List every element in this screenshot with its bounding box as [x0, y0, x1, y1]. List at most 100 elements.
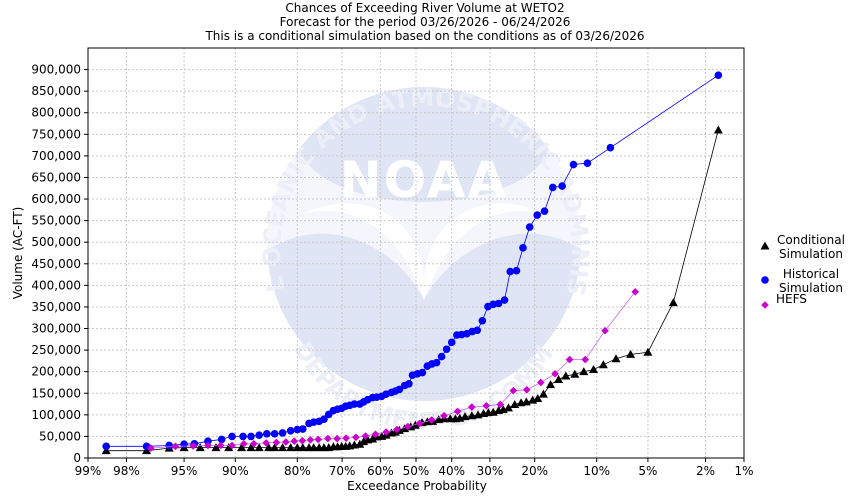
x-tick-label: 95% — [171, 464, 198, 478]
legend-item-hefs: HEFS — [761, 292, 807, 309]
data-point-historical-simulation — [270, 430, 279, 438]
data-point-conditional-simulation — [713, 125, 723, 134]
data-point-historical-simulation — [540, 207, 549, 215]
data-point-hefs — [314, 435, 323, 444]
data-point-hefs — [581, 355, 590, 364]
y-tick-label: 800,000 — [31, 106, 81, 120]
legend-marker-conditional-simulation — [760, 241, 770, 250]
data-point-hefs — [171, 442, 180, 451]
data-point-historical-simulation — [217, 435, 226, 444]
y-tick-label: 850,000 — [31, 84, 81, 98]
data-point-conditional-simulation — [626, 349, 636, 358]
data-point-historical-simulation — [278, 429, 287, 437]
data-point-hefs — [393, 425, 401, 434]
x-tick-label: 1% — [734, 464, 753, 478]
data-point-conditional-simulation — [538, 389, 548, 398]
data-point-conditional-simulation — [368, 434, 378, 443]
data-point-conditional-simulation — [211, 443, 221, 452]
data-point-conditional-simulation — [503, 403, 513, 412]
y-tick-label: 250,000 — [31, 343, 81, 357]
y-tick-label: 400,000 — [31, 278, 81, 292]
series-layer — [101, 71, 723, 455]
data-point-historical-simulation — [714, 71, 723, 79]
data-point-conditional-simulation — [270, 443, 280, 452]
data-point-historical-simulation — [180, 440, 188, 448]
data-point-historical-simulation — [558, 182, 566, 190]
data-point-conditional-simulation — [246, 443, 256, 452]
data-point-historical-simulation — [533, 211, 542, 219]
chart-subtitle-period: Forecast for the period 03/26/2026 - 06/… — [280, 15, 571, 29]
data-point-hefs — [333, 434, 341, 443]
y-tick-label: 300,000 — [31, 322, 81, 336]
data-point-conditional-simulation — [460, 412, 470, 421]
data-point-conditional-simulation — [237, 443, 247, 452]
data-point-historical-simulation — [395, 385, 404, 394]
data-point-hefs — [298, 436, 307, 445]
x-tick-label: 98% — [113, 464, 140, 478]
data-point-historical-simulation — [447, 338, 456, 347]
data-point-conditional-simulation — [598, 360, 608, 369]
y-axis-label: Volume (AC-FT) — [11, 207, 25, 300]
data-point-conditional-simulation — [195, 443, 205, 452]
data-point-hefs — [189, 442, 197, 450]
data-point-conditional-simulation — [298, 443, 308, 452]
chart-subtitle-conditions: This is a conditional simulation based o… — [204, 29, 644, 43]
y-tick-label: 500,000 — [31, 235, 81, 249]
noaa-logo-text: NOAA — [340, 151, 508, 209]
data-point-conditional-simulation — [286, 443, 296, 452]
data-point-hefs — [537, 378, 545, 387]
data-point-hefs — [382, 428, 390, 436]
x-tick-label: 99% — [75, 464, 102, 478]
data-point-conditional-simulation — [554, 374, 564, 383]
data-point-historical-simulation — [569, 160, 578, 169]
data-point-hefs — [282, 438, 290, 446]
legend-label-hefs: HEFS — [776, 292, 807, 306]
data-point-conditional-simulation — [355, 439, 365, 448]
data-point-historical-simulation — [350, 400, 359, 408]
data-point-historical-simulation — [500, 296, 509, 304]
data-point-historical-simulation — [583, 159, 592, 168]
data-point-hefs — [240, 439, 248, 448]
data-point-hefs — [290, 437, 299, 445]
y-tick-label: 200,000 — [31, 365, 81, 379]
data-point-historical-simulation — [506, 267, 515, 276]
y-tick-label: 50,000 — [39, 429, 81, 443]
chart-title: Chances of Exceeding River Volume at WET… — [285, 1, 564, 15]
data-point-historical-simulation — [418, 368, 427, 377]
x-tick-label: 70% — [329, 464, 356, 478]
y-tick-label: 0 — [73, 451, 81, 465]
x-tick-label: 80% — [284, 464, 311, 478]
data-point-hefs — [522, 386, 531, 394]
data-point-historical-simulation — [512, 266, 521, 275]
data-point-hefs — [509, 386, 518, 395]
data-point-historical-simulation — [606, 143, 615, 152]
data-point-hefs — [427, 416, 436, 424]
y-tick-label: 100,000 — [31, 408, 81, 422]
data-point-hefs — [404, 422, 412, 431]
data-point-historical-simulation — [442, 345, 451, 354]
data-point-historical-simulation — [239, 432, 247, 441]
x-tick-label: 60% — [367, 464, 394, 478]
data-point-conditional-simulation — [533, 393, 543, 402]
x-tick-label: 50% — [403, 464, 430, 478]
data-point-historical-simulation — [519, 244, 527, 252]
data-point-hefs — [482, 401, 491, 410]
x-axis-label: Exceedance Probability — [347, 479, 487, 493]
y-tick-label: 650,000 — [31, 170, 81, 184]
data-point-conditional-simulation — [611, 354, 621, 363]
data-point-historical-simulation — [228, 432, 236, 441]
data-point-hefs — [601, 326, 609, 335]
legend-label-conditional-simulation: Conditional — [777, 233, 845, 247]
data-point-historical-simulation — [263, 430, 271, 438]
y-tick-label: 700,000 — [31, 149, 81, 163]
y-tick-label: 350,000 — [31, 300, 81, 314]
data-point-historical-simulation — [525, 223, 534, 231]
y-axis-ticks: 0 50,000 100,000 150,000 200,000 250,000 300,0… — [31, 63, 88, 465]
data-point-historical-simulation — [293, 425, 302, 434]
legend-marker-hefs — [761, 301, 769, 309]
data-point-conditional-simulation — [546, 380, 556, 389]
data-point-hefs — [324, 434, 332, 443]
data-point-hefs — [250, 439, 258, 448]
data-point-hefs — [496, 400, 505, 409]
